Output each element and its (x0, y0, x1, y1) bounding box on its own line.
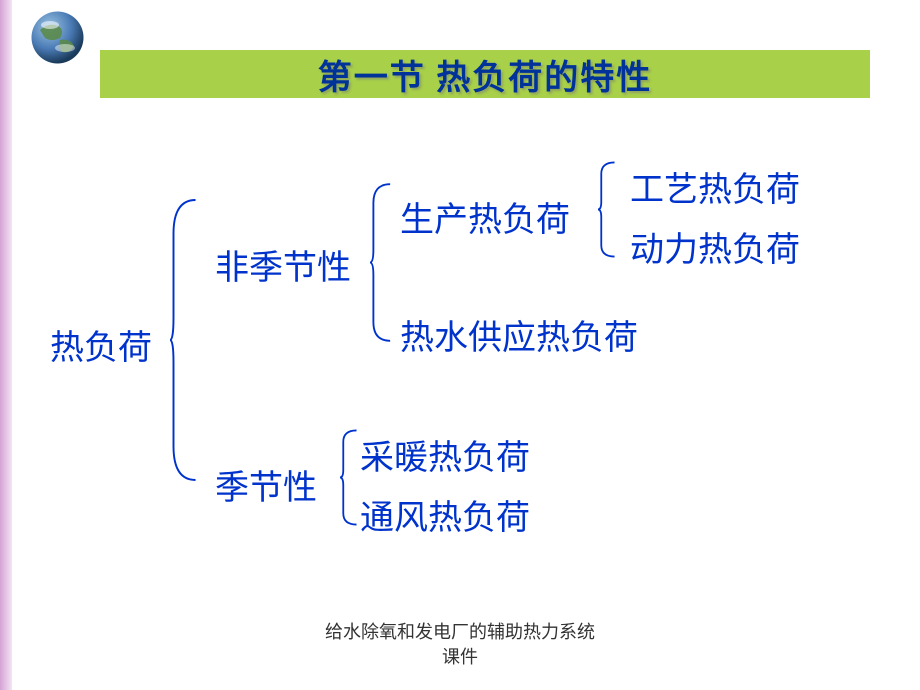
brace-0 (170, 180, 198, 505)
left-border-gradient (0, 0, 12, 690)
tree-node-n1b: 热水供应热负荷 (400, 310, 638, 359)
brace-2 (340, 420, 358, 540)
title-bar: 第一节 热负荷的特性 (100, 50, 870, 98)
hierarchy-diagram: 热负荷 非季节性季节性 生产热负荷热水供应热负荷采暖热负荷通风热负荷 工艺热负荷动力热… (40, 150, 890, 570)
footer-line-2: 课件 (0, 645, 920, 670)
tree-node-n2a: 采暖热负荷 (360, 430, 530, 479)
footer-caption: 给水除氧和发电厂的辅助热力系统 课件 (0, 620, 920, 670)
brace-1 (370, 170, 392, 360)
tree-node-root: 热负荷 (50, 320, 152, 369)
tree-node-n2: 季节性 (215, 460, 317, 509)
tree-node-n1a: 生产热负荷 (400, 192, 570, 241)
tree-node-n1a1: 工艺热负荷 (630, 162, 800, 211)
tree-node-n2b: 通风热负荷 (360, 490, 530, 539)
page-title: 第一节 热负荷的特性 (318, 50, 653, 99)
earth-icon (30, 10, 85, 65)
tree-node-n1: 非季节性 (215, 240, 351, 289)
brace-3 (598, 152, 616, 272)
footer-line-1: 给水除氧和发电厂的辅助热力系统 (0, 620, 920, 645)
tree-node-n1a2: 动力热负荷 (630, 222, 800, 271)
